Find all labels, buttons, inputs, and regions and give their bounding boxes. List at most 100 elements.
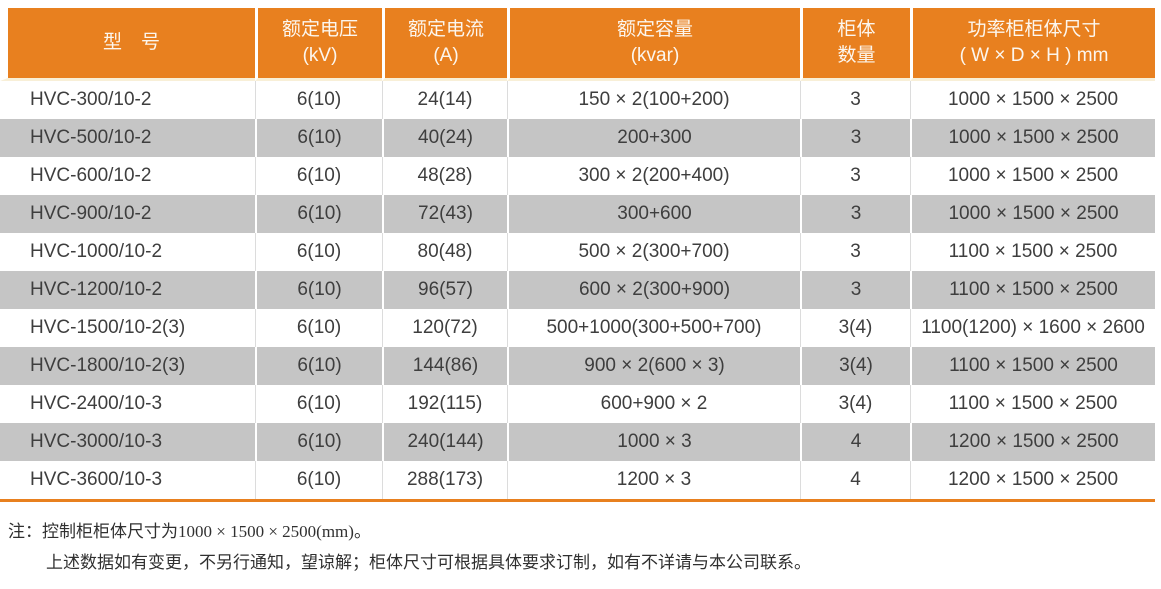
cell-cabinet_count: 3 xyxy=(800,81,910,119)
cell-rated_current_a: 240(144) xyxy=(382,423,507,461)
cell-rated_voltage_kv: 6(10) xyxy=(255,233,382,271)
cell-rated_voltage_kv: 6(10) xyxy=(255,423,382,461)
cell-rated_voltage_kv: 6(10) xyxy=(255,347,382,385)
cell-model: HVC-300/10-2 xyxy=(30,89,152,110)
cell-model: HVC-2400/10-3 xyxy=(30,393,163,414)
column-header-line: (kV) xyxy=(302,45,338,66)
table-row: HVC-1200/10-2 6(10) 96(57) 600 × 2(300+900)… xyxy=(0,271,1155,309)
cell-rated_capacity_kvar: 500 × 2(300+700) xyxy=(507,233,800,271)
cell-rated_capacity_kvar: 300+600 xyxy=(507,195,800,233)
table-row: HVC-900/10-2 6(10) 72(43) 300+600 3 1000 × 15… xyxy=(0,195,1155,233)
cell-cabinet_count: 3 xyxy=(800,233,910,271)
cell-rated_voltage_kv: 6(10) xyxy=(255,461,382,499)
cell-cabinet_count: 3 xyxy=(800,195,910,233)
cell-rated_current_a: 40(24) xyxy=(382,119,507,157)
cell-rated_capacity_kvar: 900 × 2(600 × 3) xyxy=(507,347,800,385)
cell-rated_current_a: 48(28) xyxy=(382,157,507,195)
column-header-line: 型 号 xyxy=(102,32,160,53)
cell-model: HVC-1200/10-2 xyxy=(0,271,255,309)
column-header-line: 数量 xyxy=(837,45,876,66)
cell-model: HVC-1800/10-2(3) xyxy=(0,347,255,385)
cell-cabinet_size_mm: 1100 × 1500 × 2500 xyxy=(910,271,1155,309)
cell-cabinet_count: 3 xyxy=(800,271,910,309)
table-row: HVC-300/10-2 6(10) 24(14) 150 × 2(100+200) 3… xyxy=(0,81,1155,119)
column-header-line: (kvar) xyxy=(630,45,680,66)
cell-rated_current_a: 288(173) xyxy=(382,461,507,499)
cell-cabinet_count: 3 xyxy=(800,157,910,195)
cell-cabinet_size_mm: 1100 × 1500 × 2500 xyxy=(910,385,1155,423)
cell-model: HVC-600/10-2 xyxy=(30,165,152,186)
table-row: HVC-1000/10-2 6(10) 80(48) 500 × 2(300+700)… xyxy=(0,233,1155,271)
column-header-6: 功率柜柜体尺寸 ( W × D × H ) mm xyxy=(910,8,1155,81)
cell-cabinet_size_mm: 1100 × 1500 × 2500 xyxy=(910,347,1155,385)
cell-rated_voltage_kv: 6(10) xyxy=(255,157,382,195)
cell-cabinet_size_mm: 1000 × 1500 × 2500 xyxy=(910,195,1155,233)
table-row: HVC-1800/10-2(3) 6(10) 144(86) 900 × 2(600 … xyxy=(0,347,1155,385)
note-line-1: 注：控制柜柜体尺寸为1000 × 1500 × 2500(mm)。 xyxy=(8,522,371,541)
cell-rated_current_a: 80(48) xyxy=(382,233,507,271)
cell-rated_voltage_kv: 6(10) xyxy=(255,195,382,233)
cell-rated_current_a: 192(115) xyxy=(382,385,507,423)
table-row: HVC-600/10-2 6(10) 48(28) 300 × 2(200+400) 3… xyxy=(0,157,1155,195)
cell-cabinet_count: 3(4) xyxy=(800,309,910,347)
cell-cabinet_count: 4 xyxy=(800,423,910,461)
cell-rated_capacity_kvar: 600+900 × 2 xyxy=(507,385,800,423)
cell-rated_capacity_kvar: 600 × 2(300+900) xyxy=(507,271,800,309)
table-row: HVC-2400/10-3 6(10) 192(115) 600+900 × 2 3(4… xyxy=(0,385,1155,423)
column-header-4: 额定容量 (kvar) xyxy=(507,8,800,81)
cell-rated_capacity_kvar: 1000 × 3 xyxy=(507,423,800,461)
cell-rated_current_a: 120(72) xyxy=(382,309,507,347)
table-header: 型 号 额定电压 (kV) 额定电流 (A) 额定容量 (kvar) 柜体数量 功率柜柜体尺寸 (… xyxy=(0,8,1155,81)
column-header-line: 额定容量 xyxy=(616,19,693,40)
table-row: HVC-3000/10-3 6(10) 240(144) 1000 × 3 4 1200 … xyxy=(0,423,1155,461)
column-header-line: 柜体 xyxy=(837,19,876,40)
column-header-line: 额定电流 xyxy=(407,19,484,40)
table-row: HVC-3600/10-3 6(10) 288(173) 1200 × 3 4 1200 … xyxy=(0,461,1155,499)
column-header-line: 额定电压 xyxy=(281,19,358,40)
table-row: HVC-500/10-2 6(10) 40(24) 200+300 3 1000 × 15… xyxy=(0,119,1155,157)
cell-rated_capacity_kvar: 150 × 2(100+200) xyxy=(507,81,800,119)
cell-rated_voltage_kv: 6(10) xyxy=(255,81,382,119)
column-header-line: (A) xyxy=(433,45,459,66)
cell-rated_voltage_kv: 6(10) xyxy=(255,271,382,309)
cell-model: HVC-500/10-2 xyxy=(0,119,255,157)
cell-cabinet_size_mm: 1100 × 1500 × 2500 xyxy=(910,233,1155,271)
notes: 注：控制柜柜体尺寸为1000 × 1500 × 2500(mm)。 上述数据如有… xyxy=(8,516,1161,578)
cell-cabinet_count: 4 xyxy=(800,461,910,499)
cell-model: HVC-3600/10-3 xyxy=(30,469,163,490)
column-header-5: 柜体 数量 xyxy=(800,8,910,81)
cell-rated_capacity_kvar: 200+300 xyxy=(507,119,800,157)
cell-rated_current_a: 96(57) xyxy=(382,271,507,309)
cell-rated_current_a: 72(43) xyxy=(382,195,507,233)
table-header-row: 型 号 额定电压 (kV) 额定电流 (A) 额定容量 (kvar) 柜体数量 功率柜柜体尺寸 (… xyxy=(0,8,1155,81)
cell-rated_current_a: 24(14) xyxy=(382,81,507,119)
cell-rated_capacity_kvar: 1200 × 3 xyxy=(507,461,800,499)
column-header-1: 型 号 xyxy=(0,8,255,81)
cell-cabinet_count: 3(4) xyxy=(800,347,910,385)
table-body: HVC-300/10-2 6(10) 24(14) 150 × 2(100+200) 3… xyxy=(0,81,1155,499)
column-header-line: ( W × D × H ) mm xyxy=(959,45,1109,66)
column-header-line: 功率柜柜体尺寸 xyxy=(967,19,1101,40)
cell-rated_voltage_kv: 6(10) xyxy=(255,385,382,423)
note-line-2: 上述数据如有变更，不另行通知，望谅解；柜体尺寸可根据具体要求订制，如有不详请与本… xyxy=(46,553,811,572)
cell-cabinet_size_mm: 1000 × 1500 × 2500 xyxy=(910,81,1155,119)
cell-model: HVC-1500/10-2(3) xyxy=(30,317,186,338)
cell-cabinet_size_mm: 1100(1200) × 1600 × 2600 xyxy=(910,309,1155,347)
cell-rated_voltage_kv: 6(10) xyxy=(255,309,382,347)
cell-rated_voltage_kv: 6(10) xyxy=(255,119,382,157)
spec-table: 型 号 额定电压 (kV) 额定电流 (A) 额定容量 (kvar) 柜体数量 功率柜柜体尺寸 (… xyxy=(0,8,1155,502)
cell-cabinet_size_mm: 1000 × 1500 × 2500 xyxy=(910,157,1155,195)
column-header-3: 额定电流 (A) xyxy=(382,8,507,81)
cell-model: HVC-900/10-2 xyxy=(0,195,255,233)
cell-cabinet_size_mm: 1200 × 1500 × 2500 xyxy=(910,423,1155,461)
cell-cabinet_size_mm: 1000 × 1500 × 2500 xyxy=(910,119,1155,157)
cell-model: HVC-1000/10-2 xyxy=(30,241,163,262)
cell-cabinet_count: 3(4) xyxy=(800,385,910,423)
table-row: HVC-1500/10-2(3) 6(10) 120(72) 500+1000(300… xyxy=(0,309,1155,347)
cell-cabinet_size_mm: 1200 × 1500 × 2500 xyxy=(910,461,1155,499)
cell-cabinet_count: 3 xyxy=(800,119,910,157)
column-header-2: 额定电压 (kV) xyxy=(255,8,382,81)
cell-rated_capacity_kvar: 300 × 2(200+400) xyxy=(507,157,800,195)
cell-rated_current_a: 144(86) xyxy=(382,347,507,385)
